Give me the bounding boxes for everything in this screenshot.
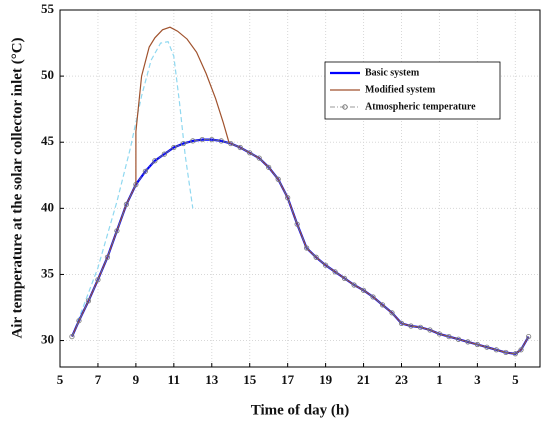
x-tick-label: 17 — [281, 372, 295, 387]
marker — [484, 344, 490, 350]
marker — [123, 201, 130, 207]
x-axis-label: Time of day (h) — [251, 402, 349, 418]
marker — [360, 287, 367, 293]
marker — [294, 221, 300, 227]
marker — [209, 136, 215, 143]
x-tick-label: 7 — [95, 372, 102, 387]
marker — [104, 254, 111, 260]
legend: Basic system Modified system Atmospheric t… — [324, 61, 501, 120]
marker — [237, 144, 243, 151]
marker — [95, 277, 101, 283]
marker — [370, 294, 376, 300]
marker — [465, 339, 471, 345]
marker — [427, 327, 433, 333]
plot-frame — [59, 9, 541, 368]
x-tick-label: 21 — [357, 372, 370, 387]
marker — [323, 262, 329, 268]
marker — [518, 347, 524, 353]
marker — [133, 181, 139, 188]
x-tick-label: 13 — [205, 372, 219, 387]
marker — [190, 138, 196, 144]
marker — [304, 245, 310, 251]
y-tick-label: 30 — [41, 332, 54, 347]
marker — [417, 324, 424, 330]
x-tick-label: 15 — [243, 372, 257, 387]
marker — [389, 310, 395, 316]
marker — [199, 136, 205, 143]
marker — [85, 298, 92, 304]
marker — [161, 151, 167, 157]
marker — [474, 341, 480, 348]
y-tick-label: 50 — [41, 67, 54, 82]
x-tick-label: 11 — [168, 372, 180, 387]
marker — [408, 323, 414, 329]
marker — [379, 302, 386, 308]
marker — [436, 331, 443, 337]
series-line — [71, 26, 530, 355]
marker — [275, 176, 281, 182]
marker — [512, 351, 518, 357]
legend-label: Atmospheric temperature — [365, 101, 476, 112]
y-tick-label: 40 — [41, 199, 54, 214]
marker — [228, 140, 234, 147]
x-tick-label: 5 — [57, 372, 64, 387]
marker — [446, 333, 452, 340]
marker — [526, 333, 532, 340]
marker — [398, 320, 405, 326]
marker — [455, 336, 462, 342]
y-tick-label: 55 — [41, 1, 55, 16]
marker — [332, 269, 338, 275]
y-axis-label: Air temperature at the solar collector i… — [9, 37, 25, 338]
x-tick-label: 9 — [133, 372, 140, 387]
legend-label: Basic system — [365, 67, 420, 78]
y-tick-label: 35 — [41, 265, 55, 280]
marker — [152, 158, 158, 164]
marker — [76, 318, 82, 324]
marker — [218, 138, 224, 144]
x-tick-label: 19 — [319, 372, 333, 387]
marker — [69, 333, 75, 340]
marker — [351, 282, 357, 288]
marker — [266, 164, 272, 170]
series-line — [71, 41, 194, 337]
x-tick-label: 5 — [512, 372, 519, 387]
marker — [247, 150, 253, 156]
x-tick-label: 23 — [395, 372, 409, 387]
marker — [142, 168, 148, 174]
y-tick-label: 45 — [41, 133, 55, 148]
marker — [503, 349, 509, 356]
x-tick-label: 1 — [436, 372, 443, 387]
marker — [180, 140, 186, 147]
marker — [171, 144, 177, 151]
legend-label: Modified system — [365, 84, 436, 95]
marker — [313, 254, 319, 260]
marker — [256, 155, 262, 161]
marker — [493, 347, 499, 353]
legend-marker — [342, 104, 348, 110]
marker — [341, 275, 348, 282]
marker — [285, 195, 291, 201]
x-tick-label: 3 — [474, 372, 481, 387]
marker — [114, 228, 120, 234]
